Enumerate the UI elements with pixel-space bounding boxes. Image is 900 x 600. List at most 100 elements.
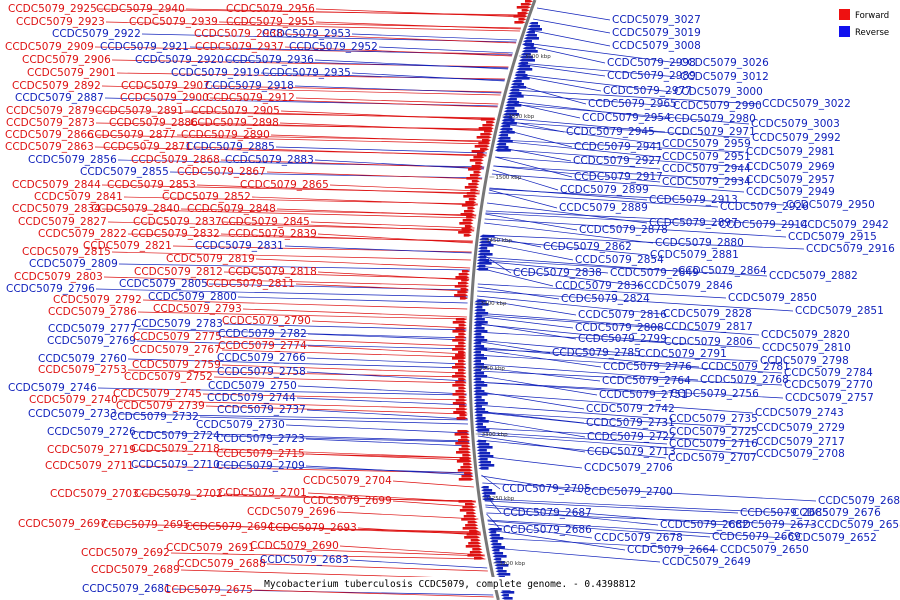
connector-left-59 (255, 258, 471, 269)
gene-label-left-34: CCDC5079_2863 (5, 141, 94, 153)
gene-feature-101 (476, 262, 492, 265)
connector-right-59 (475, 314, 760, 336)
gene-feature-81 (461, 204, 476, 207)
connector-right-48 (479, 267, 554, 287)
gene-label-left-84: CCDC5079_2752 (124, 371, 213, 383)
gene-label-right-41: CCDC5079_2916 (806, 243, 895, 255)
gene-label-left-108: CCDC5079_2699 (303, 495, 392, 507)
gene-feature-186 (452, 402, 467, 405)
gene-feature-203 (463, 463, 473, 466)
connector-left-121 (253, 589, 494, 598)
gene-feature-196 (455, 442, 471, 445)
gene-feature-53 (486, 121, 496, 124)
gene-feature-73 (471, 180, 480, 183)
connector-left-19 (101, 85, 501, 96)
gene-feature-116 (474, 306, 483, 309)
gene-feature-94 (478, 241, 491, 244)
gene-label-right-86: CCDC5079_2705 (502, 483, 591, 495)
gene-feature-100 (476, 259, 489, 262)
gene-label-left-43: CCDC5079_2853 (107, 179, 196, 191)
gene-label-right-63: CCDC5079_2776 (603, 361, 692, 373)
gene-feature-125 (473, 333, 482, 336)
gene-label-right-93: CCDC5079_2682 (660, 519, 749, 531)
connector-right-85 (479, 455, 583, 469)
gene-label-left-85: CCDC5079_2746 (8, 382, 97, 394)
gene-feature-214 (477, 455, 494, 458)
connector-right-41 (482, 234, 805, 250)
gene-label-right-55: CCDC5079_2808 (575, 322, 664, 334)
gene-label-left-71: CCDC5079_2777 (48, 323, 137, 335)
connector-left-112 (274, 526, 481, 534)
connector-left-75 (222, 336, 467, 347)
connector-left-87 (118, 399, 468, 410)
gene-label-right-70: CCDC5079_2756 (670, 388, 759, 400)
gene-feature-151 (474, 411, 489, 414)
gene-label-left-36: CCDC5079_2885 (186, 141, 275, 153)
connector-left-57 (284, 245, 472, 254)
gene-label-right-74: CCDC5079_2743 (755, 407, 844, 419)
connector-right-23 (496, 148, 745, 168)
gene-feature-66 (469, 159, 484, 162)
gene-label-right-36: CCDC5079_2942 (800, 219, 889, 231)
gene-label-left-116: CCDC5079_2692 (81, 547, 170, 559)
gene-label-right-77: CCDC5079_2729 (756, 422, 845, 434)
gene-feature-188 (456, 408, 468, 411)
gene-label-right-72: CCDC5079_2757 (785, 392, 874, 404)
connector-right-28 (491, 173, 745, 193)
connector-left-7 (283, 33, 517, 44)
gene-feature-18 (521, 50, 538, 53)
connector-left-46 (251, 196, 478, 206)
gene-feature-91 (463, 234, 472, 237)
gene-label-right-7: CCDC5079_2977 (603, 85, 692, 97)
gene-label-left-53: CCDC5079_2822 (38, 228, 127, 240)
connector-left-62 (317, 271, 470, 281)
gene-feature-83 (463, 210, 475, 213)
scale-tick-label-7: 3250 kbp (488, 496, 514, 502)
gene-label-left-40: CCDC5079_2855 (80, 166, 169, 178)
gene-label-right-85: CCDC5079_2706 (584, 462, 673, 474)
connector-left-28 (95, 122, 493, 130)
gene-feature-43 (500, 125, 511, 128)
gene-label-left-52: CCDC5079_2845 (221, 216, 310, 228)
gene-label-right-90: CCDC5079_2685 (740, 507, 829, 519)
gene-label-right-54: CCDC5079_2851 (795, 305, 884, 317)
gene-label-left-49: CCDC5079_2848 (187, 203, 276, 215)
genome-caption: Mycobacterium tuberculosis CCDC5079, com… (264, 579, 636, 590)
gene-label-right-26: CCDC5079_2957 (746, 174, 835, 186)
connector-right-26 (493, 165, 745, 181)
gene-label-right-57: CCDC5079_2799 (578, 333, 667, 345)
gene-feature-0 (524, 0, 533, 3)
gene-feature-246 (488, 534, 500, 537)
gene-feature-157 (475, 429, 490, 432)
connector-left-41 (266, 171, 483, 180)
connector-left-105 (139, 493, 476, 502)
connector-right-100 (490, 537, 719, 551)
gene-feature-123 (473, 327, 485, 330)
gene-label-left-21: CCDC5079_2918 (205, 80, 294, 92)
gene-label-right-76: CCDC5079_2735 (669, 413, 758, 425)
gene-feature-172 (458, 360, 466, 363)
gene-label-left-81: CCDC5079_2753 (38, 364, 127, 376)
connector-left-109 (336, 511, 479, 520)
gene-label-left-104: CCDC5079_2704 (303, 475, 392, 487)
connector-left-66 (95, 288, 468, 298)
gene-feature-181 (458, 387, 467, 390)
gene-feature-22 (518, 62, 529, 65)
gene-feature-173 (455, 363, 467, 366)
gene-feature-117 (474, 309, 486, 312)
connector-left-23 (209, 97, 498, 108)
gene-label-left-12: CCDC5079_2952 (289, 41, 378, 53)
gene-feature-209 (476, 440, 487, 443)
gene-feature-153 (474, 417, 486, 420)
gene-label-right-53: CCDC5079_2828 (663, 308, 752, 320)
connector-right-16 (503, 117, 666, 133)
legend-reverse-label: Reverse (855, 28, 889, 38)
scale-ticks: 3000 kbp 3550 kbp 1500 kbp 3450 kbp 3400 kbp… (473, 54, 551, 567)
gene-label-right-18: CCDC5079_2941 (574, 141, 663, 153)
caption-background (280, 577, 620, 590)
legend: Forward Reverse (839, 9, 889, 38)
gene-feature-154 (474, 420, 489, 423)
connector-right-81 (477, 427, 755, 443)
gene-feature-140 (473, 378, 482, 381)
